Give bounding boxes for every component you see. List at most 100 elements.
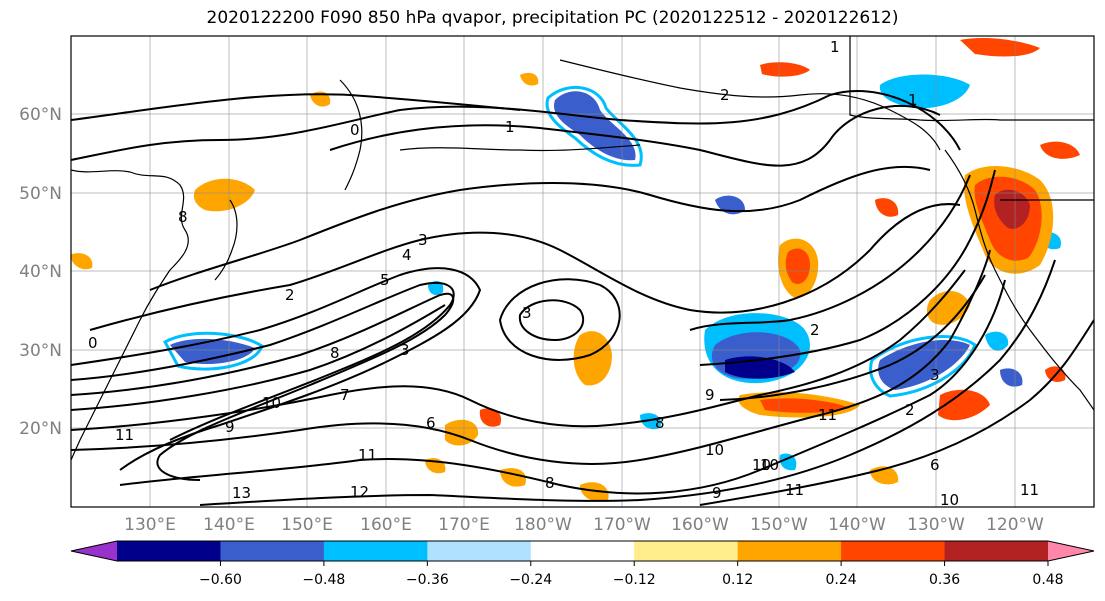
contour-label: 5 <box>380 271 390 289</box>
colorbar-group: −0.60 −0.48 −0.36 −0.24 −0.12 0.12 0.24 0.36 0.4… <box>70 540 1095 588</box>
colorbar-bin <box>737 541 842 561</box>
contour-line-2 <box>149 165 931 291</box>
contour-label: 10 <box>940 491 959 509</box>
colorbar-bin <box>220 541 325 561</box>
contour-label: 4 <box>402 246 412 264</box>
contour-line-closed-low <box>498 278 621 361</box>
coastline-canada-border <box>849 36 1094 122</box>
contour-label: 8 <box>655 414 665 432</box>
blue-patch-small-2 <box>985 331 1009 351</box>
colorbar-tick-label: 0.48 <box>1032 572 1063 588</box>
contour-label: 2 <box>905 401 915 419</box>
coastline-alaska <box>559 59 941 151</box>
contour-label: 3 <box>400 341 410 359</box>
colorbar-bin <box>841 541 946 561</box>
contour-line-12 <box>699 319 1094 506</box>
red-patch-trail <box>760 398 850 413</box>
colorbar-tick-label: −0.48 <box>302 572 345 588</box>
contour-lines <box>71 90 1094 506</box>
contour-line-east <box>689 174 971 331</box>
lon-labels: 130°E 140°E 150°E 160°E 170°E 180°W 170°… <box>124 515 1044 530</box>
coastline-aleutians <box>399 144 641 152</box>
orange-patch-small-2 <box>520 72 539 86</box>
lon-label-170e: 170°E <box>438 515 490 530</box>
contour-label: 9 <box>705 386 715 404</box>
colorbar-bin <box>944 541 1049 561</box>
orange-patch-small-1 <box>71 253 93 270</box>
contour-label: 8 <box>330 344 340 362</box>
contour-label: 12 <box>350 483 369 501</box>
contour-label: 9 <box>225 418 235 436</box>
contour-line-east-2 <box>699 169 996 366</box>
contour-label: 3 <box>418 231 428 249</box>
lat-label-60n: 60°N <box>19 105 62 125</box>
lon-label-180w: 180°W <box>514 515 572 530</box>
contour-line-9 <box>71 249 991 465</box>
colorbar-bin <box>530 541 635 561</box>
colorbar-bin <box>117 541 221 561</box>
contour-label: 0 <box>88 334 98 352</box>
lon-label-150w: 150°W <box>750 515 808 530</box>
lon-label-130e: 130°E <box>124 515 176 530</box>
orange-patch-subtrop-east <box>926 290 970 325</box>
colorbar-tick-label: −0.60 <box>199 572 242 588</box>
contour-label-group: 0 1 2 1 2 8 0 4 3 2 5 3 8 3 11 10 9 7 6 … <box>88 38 1039 509</box>
contour-label: 10 <box>705 441 724 459</box>
contour-label: 13 <box>232 484 251 502</box>
contour-line-7 <box>71 304 446 411</box>
colorbar-bin <box>323 541 428 561</box>
coastline-kamchatka <box>339 79 363 191</box>
contour-label: 11 <box>115 426 134 444</box>
contour-label: 1 <box>505 118 515 136</box>
colorbar-tick-label: 0.12 <box>722 572 753 588</box>
lon-label-120w: 120°W <box>986 515 1044 530</box>
colorbar-tick-label: −0.12 <box>613 572 656 588</box>
lon-label-160e: 160°E <box>360 515 412 530</box>
lat-label-30n: 30°N <box>19 341 62 361</box>
graticule <box>71 36 1094 507</box>
orange-patch-subtrop-east-2 <box>938 389 990 421</box>
colorbar-outline <box>70 540 1095 562</box>
contour-label: 11 <box>818 406 837 424</box>
colorbar-tick-label: −0.24 <box>509 572 552 588</box>
contour-label: 1 <box>830 38 840 56</box>
lon-label-150e: 150°E <box>281 515 333 530</box>
contour-label: 2 <box>810 321 820 339</box>
colorbar-extend-min <box>71 541 117 561</box>
colorbar-bin <box>634 541 739 561</box>
colorbar-tick-label: 0.24 <box>826 572 857 588</box>
contour-label: 11 <box>358 446 377 464</box>
lon-label-170w: 170°W <box>593 515 651 530</box>
orange-patch-ak-2 <box>1040 141 1080 159</box>
blue-patch-small-3 <box>1000 368 1023 387</box>
contour-label: 10 <box>262 394 281 412</box>
coastline-asia <box>71 169 189 461</box>
contour-label: 10 <box>752 456 771 474</box>
orange-patch-ak-3 <box>875 198 899 217</box>
contour-line-north-2 <box>71 90 961 161</box>
lon-label-130w: 130°W <box>907 515 965 530</box>
blue-patch-small-4 <box>428 280 444 296</box>
contour-label: 8 <box>545 474 555 492</box>
contour-label: 3 <box>522 304 532 322</box>
contour-label: 11 <box>785 481 804 499</box>
contour-label: 6 <box>426 414 436 432</box>
contour-line-11 <box>199 259 1056 506</box>
red-patch-east-pacific-core <box>785 248 810 285</box>
contour-label: 7 <box>340 386 350 404</box>
orange-patch-ak <box>310 91 331 107</box>
orange-patch-sw-2 <box>479 408 502 427</box>
lat-label-40n: 40°N <box>19 262 62 282</box>
lon-label-160w: 160°W <box>671 515 729 530</box>
figure-title: 2020122200 F090 850 hPa qvapor, precipit… <box>206 8 899 28</box>
orange-patch-central-s <box>573 331 612 386</box>
contour-line-1 <box>329 104 941 167</box>
contour-line-10 <box>119 279 1006 495</box>
contour-label: 11 <box>1020 481 1039 499</box>
map-frame <box>70 35 1095 508</box>
coastlines <box>71 36 1094 461</box>
orange-patch-ne-red <box>960 37 1040 57</box>
colorbar-extend-max <box>1048 541 1094 561</box>
lat-label-50n: 50°N <box>19 184 62 204</box>
lat-label-20n: 20°N <box>19 419 62 439</box>
